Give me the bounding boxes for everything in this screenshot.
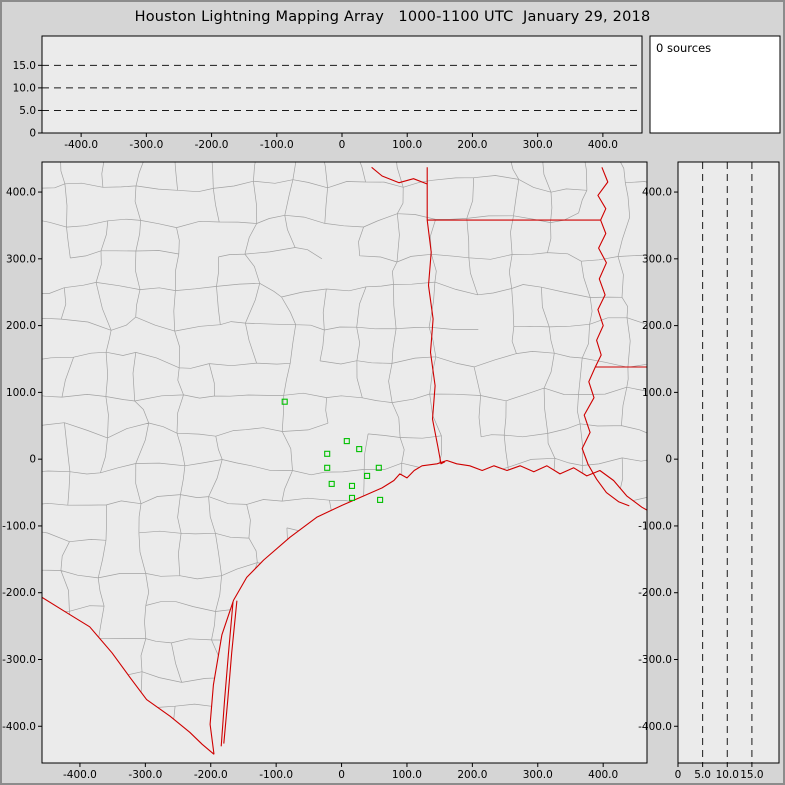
y-tick-label: 400.0: [642, 187, 672, 199]
x-tick-label: 100.0: [392, 769, 422, 781]
altitude-ew-panel[interactable]: -400.0 -300.0 -200.0 -100.0 0 100.0 200.0 300.0…: [13, 35, 643, 151]
x-tick-label: 0: [338, 769, 345, 781]
sources-count-label: 0 sources: [656, 41, 711, 55]
y-tick-label: 300.0: [642, 253, 672, 265]
x-tick-label: -100.0: [259, 769, 293, 781]
x-tick-label: 5.0: [694, 769, 711, 781]
sources-count-panel[interactable]: 0 sources: [649, 35, 781, 134]
y-tick-label: 15.0: [13, 60, 36, 72]
y-tick-label: -100.0: [2, 520, 36, 532]
y-tick-label: 0: [665, 454, 672, 466]
altitude-ns-panel[interactable]: 0 5.0 10.0 15.0 400.0 300.0 200.0 100.0 0 -100.0 -…: [638, 161, 780, 781]
boundary-texas-east-border: [426, 167, 446, 465]
y-tick-label: -300.0: [638, 654, 672, 666]
boundary-coastline: [209, 459, 647, 755]
y-tick-label: -400.0: [638, 721, 672, 733]
x-tick-label: -200.0: [195, 139, 229, 151]
y-tick-label: -300.0: [2, 654, 36, 666]
sources-panel-area[interactable]: [649, 35, 781, 134]
boundary-padre-island-outer: [223, 600, 238, 744]
x-tick-label: -200.0: [194, 769, 228, 781]
boundary-mississippi-river: [581, 167, 630, 507]
lma-station-marker: [356, 446, 363, 453]
panel-frame[interactable]: [678, 162, 779, 763]
plan-view-map-panel[interactable]: -400.0 -300.0 -200.0 -100.0 0 100.0 200.0 300.0…: [2, 142, 739, 785]
lma-station-marker: [324, 450, 331, 457]
lma-station-marker: [281, 398, 288, 405]
y-tick-label: 10.0: [13, 82, 36, 94]
panel-frame[interactable]: [41, 161, 648, 764]
x-tick-label: 200.0: [457, 769, 487, 781]
gulf-of-mexico-water: [210, 460, 647, 763]
lma-station-marker: [324, 464, 331, 471]
mexico-area: [42, 597, 214, 763]
x-tick-label: 0: [339, 139, 346, 151]
lma-station-marker: [364, 472, 371, 479]
panel-frame[interactable]: [42, 36, 642, 133]
x-tick-label: -100.0: [260, 139, 294, 151]
panel-frame[interactable]: [677, 161, 780, 764]
x-tick-label: 300.0: [523, 139, 553, 151]
y-tick-label: 100.0: [642, 387, 672, 399]
lma-station-marker: [328, 480, 335, 487]
lma-station-marker: [375, 464, 382, 471]
x-tick-label: -300.0: [128, 769, 162, 781]
y-tick-label: 200.0: [6, 320, 36, 332]
x-tick-label: -400.0: [63, 769, 97, 781]
y-tick-label: 0: [29, 454, 36, 466]
x-tick-label: 15.0: [740, 769, 763, 781]
y-tick-label: 5.0: [19, 105, 36, 117]
y-tick-label: -200.0: [638, 587, 672, 599]
boundary-red-river: [371, 166, 428, 185]
x-tick-label: 10.0: [716, 769, 739, 781]
y-tick-label: 100.0: [6, 387, 36, 399]
y-tick-label: 200.0: [642, 320, 672, 332]
y-tick-label: 0: [29, 128, 36, 140]
x-tick-label: 300.0: [523, 769, 553, 781]
x-tick-label: 100.0: [392, 139, 422, 151]
x-tick-label: 400.0: [588, 139, 618, 151]
lma-station-marker: [348, 494, 356, 501]
lma-station-marker: [348, 482, 356, 489]
y-tick-label: -100.0: [638, 520, 672, 532]
x-tick-label: 200.0: [457, 139, 487, 151]
x-tick-label: -300.0: [129, 139, 163, 151]
x-tick-label: 400.0: [588, 769, 618, 781]
window-title: Houston Lightning Mapping Array 1000-110…: [134, 9, 651, 25]
boundary-rio-grande: [42, 596, 215, 755]
y-tick-label: 300.0: [6, 253, 36, 265]
boundary-padre-island-inner: [220, 602, 234, 747]
y-tick-label: -200.0: [2, 587, 36, 599]
map-layers: [42, 162, 647, 763]
y-tick-label: -400.0: [2, 721, 36, 733]
lma-station-marker: [377, 496, 384, 503]
x-tick-label: 0: [675, 769, 682, 781]
y-tick-label: 400.0: [6, 187, 36, 199]
lma-station-marker: [343, 438, 350, 445]
x-tick-label: -400.0: [64, 139, 98, 151]
